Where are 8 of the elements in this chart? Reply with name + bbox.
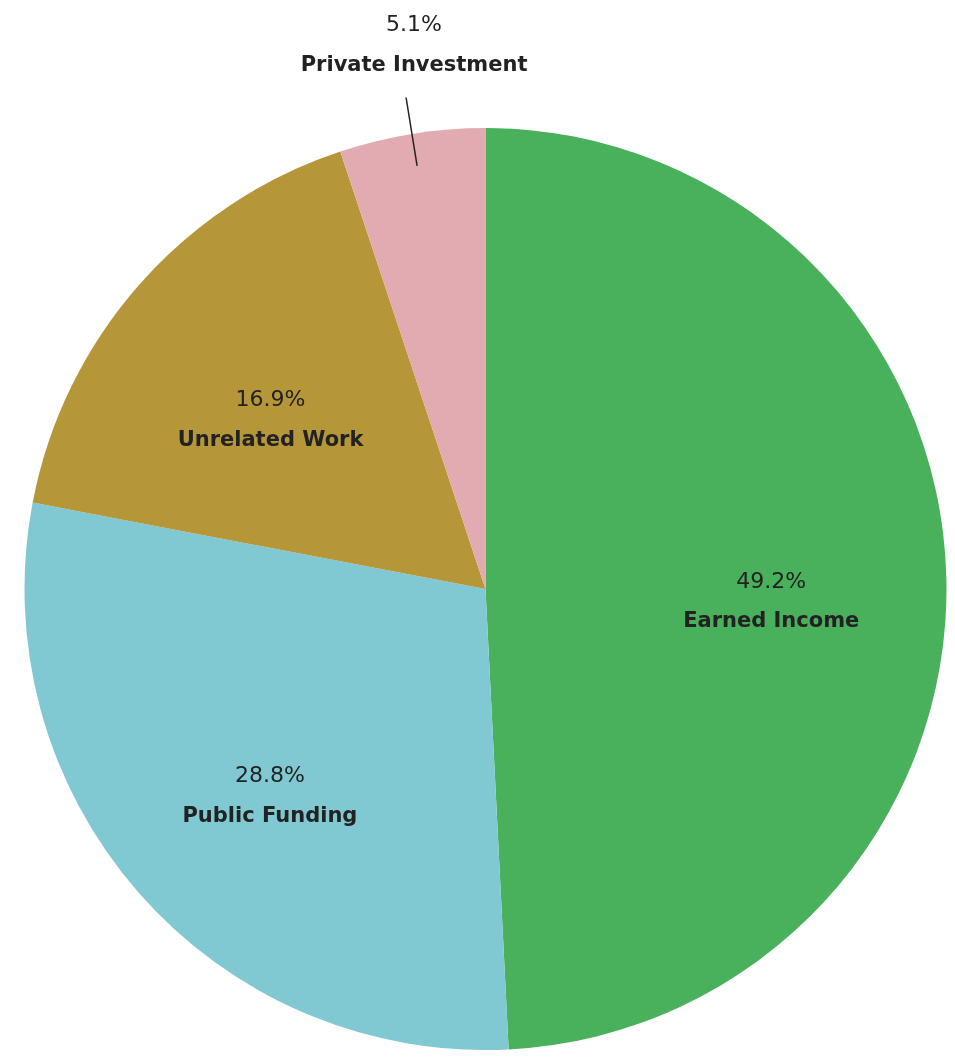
data-label: 49.2% [736,567,807,593]
data-label: 5.1% [386,11,443,37]
slice-label: Earned Income [683,608,860,633]
slice-label: Unrelated Work [177,427,365,452]
slice-label: Public Funding [182,803,358,828]
slice-label: Private Investment [300,51,528,76]
data-label: 28.8% [234,762,305,788]
data-label: 16.9% [235,386,306,412]
